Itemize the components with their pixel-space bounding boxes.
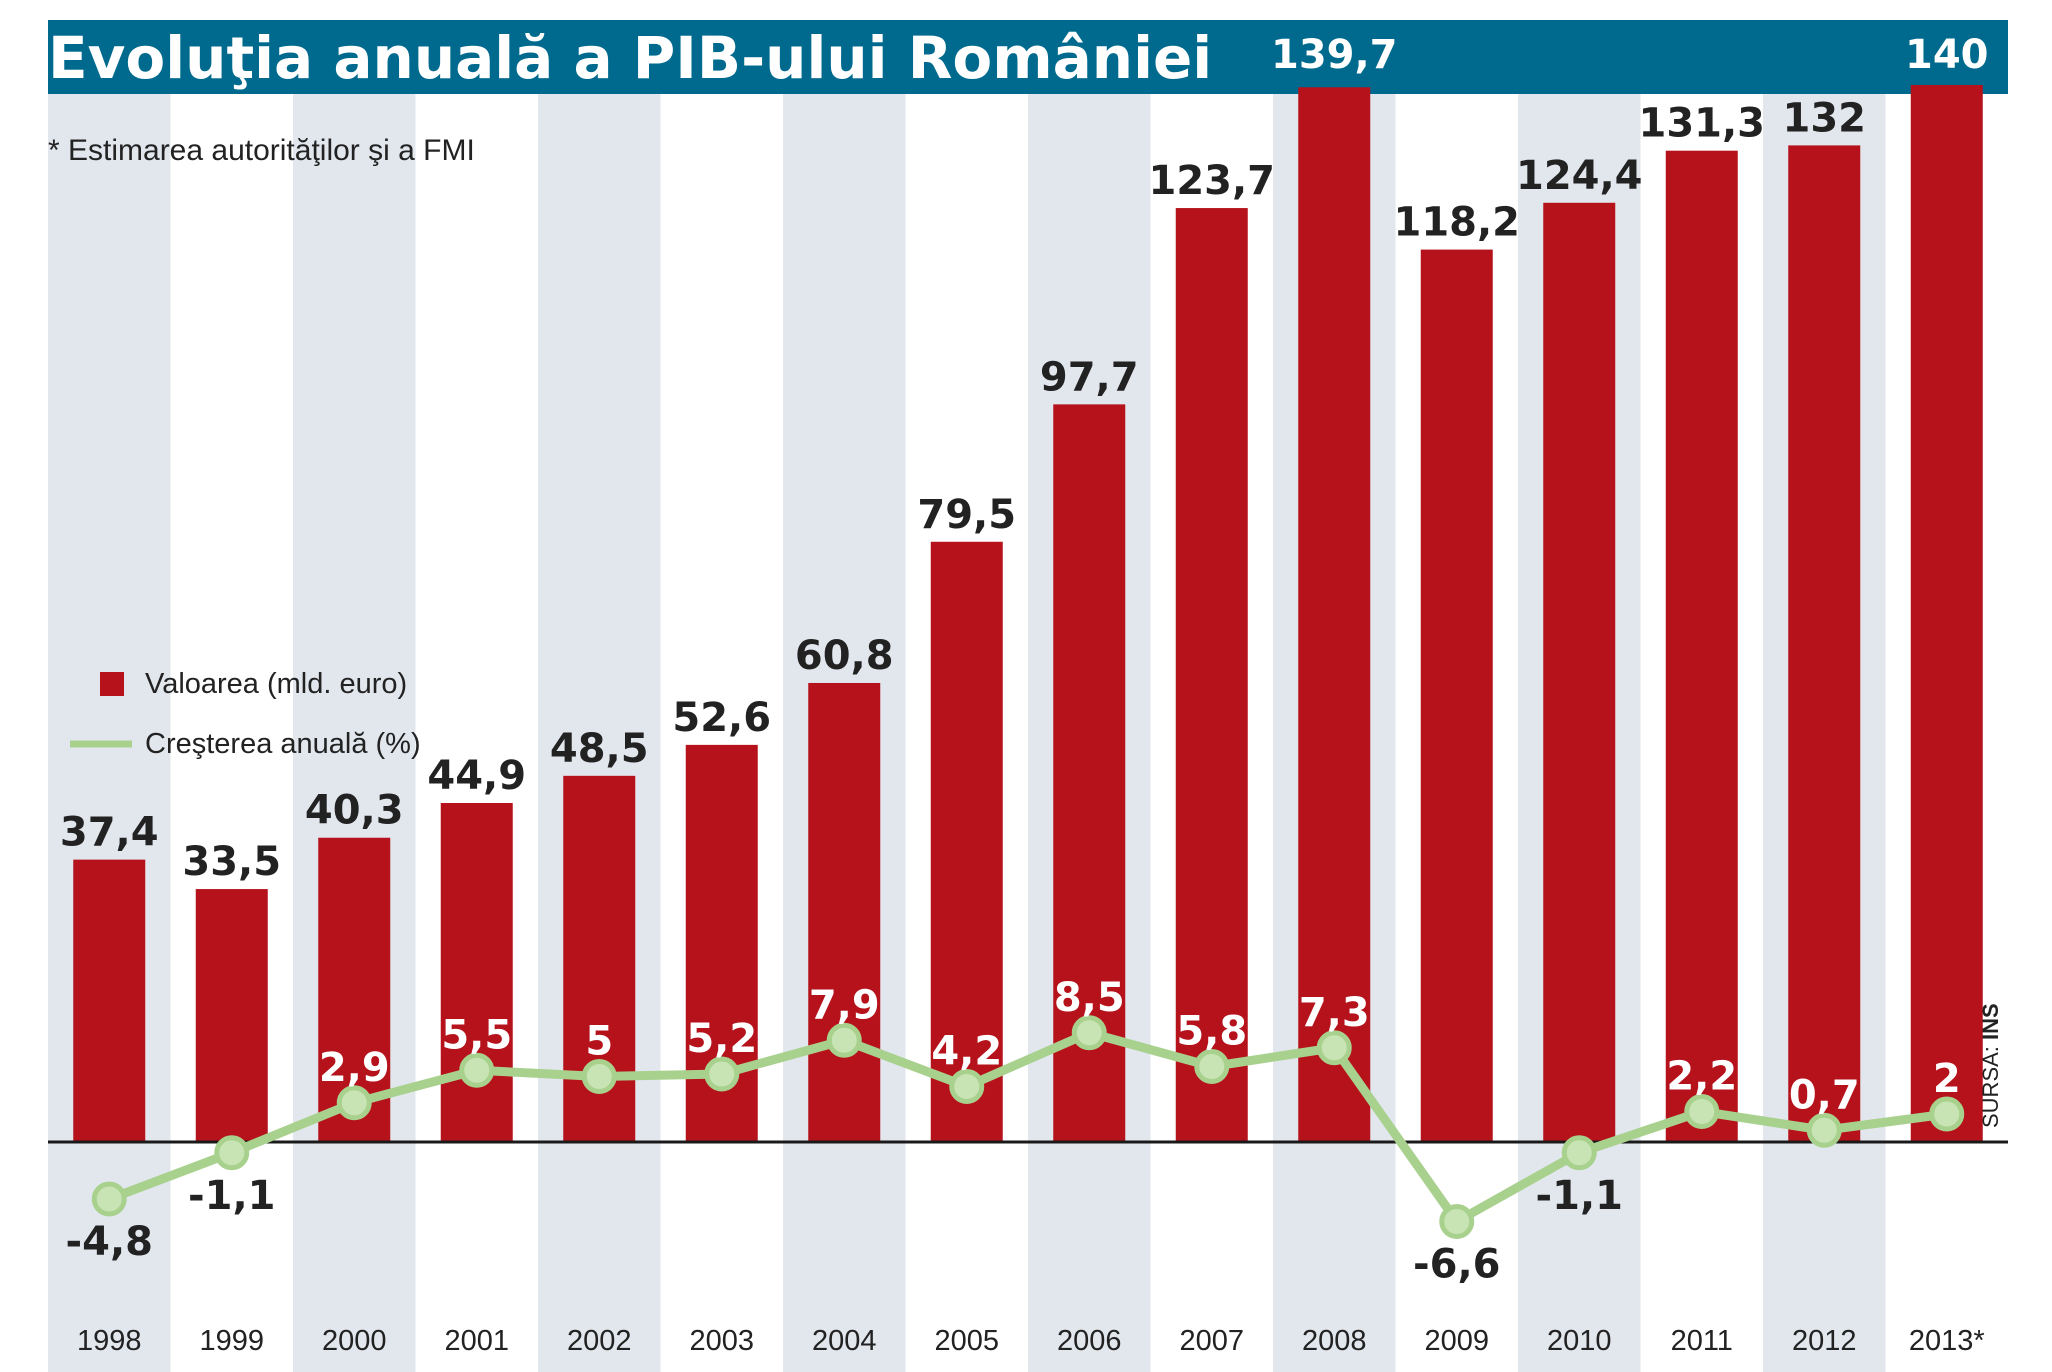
- growth-point: [91, 1181, 127, 1217]
- year-label: 2012: [1792, 1325, 1857, 1357]
- chart-title: Evoluţia anuală a PIB-ului României: [48, 24, 1212, 92]
- bar-value-label: 123,7: [1148, 158, 1275, 204]
- growth-point: [1561, 1135, 1597, 1171]
- growth-value-label: 7,3: [1299, 990, 1370, 1036]
- bar-value-label: 37,4: [60, 810, 159, 856]
- bar-value-label: 44,9: [427, 753, 526, 799]
- year-label: 2008: [1302, 1325, 1367, 1357]
- growth-value-label: 5: [585, 1019, 613, 1065]
- bar: [1910, 85, 1983, 1142]
- growth-series: [91, 1015, 1965, 1239]
- bar-value-label: 139,7: [1271, 32, 1398, 78]
- growth-point: [581, 1059, 617, 1094]
- growth-point: [214, 1135, 250, 1171]
- bar-value-label: 40,3: [305, 788, 404, 834]
- bar-value-label: 48,5: [550, 726, 649, 772]
- bar: [1420, 249, 1493, 1143]
- bar: [1788, 145, 1861, 1142]
- year-label: 2004: [812, 1325, 877, 1357]
- source-credit: SURSA: INS: [1978, 1003, 2003, 1128]
- bar-value-label: 97,7: [1040, 354, 1139, 400]
- bar: [808, 682, 881, 1142]
- bar: [1298, 87, 1371, 1142]
- column-stripe: [48, 94, 171, 1372]
- growth-point: [1071, 1015, 1107, 1051]
- growth-value-label: 0,7: [1789, 1072, 1860, 1118]
- year-label: 1998: [77, 1325, 142, 1357]
- growth-value-label: 2: [1933, 1056, 1961, 1102]
- bar-value-label: 140: [1905, 32, 1989, 78]
- year-label: 2002: [567, 1325, 632, 1357]
- growth-value-label: -6,6: [1413, 1242, 1500, 1288]
- growth-point: [826, 1022, 862, 1058]
- growth-point: [704, 1056, 740, 1092]
- growth-line: [107, 1028, 1948, 1226]
- year-labels: 1998 1999 2000 2001 2002 2003 2004 2005 2006 2007…: [77, 1325, 1985, 1357]
- year-label: 2010: [1547, 1325, 1612, 1357]
- year-label: 2011: [1671, 1325, 1733, 1357]
- bar: [1543, 202, 1616, 1142]
- growth-value-label: -1,1: [188, 1173, 275, 1219]
- bar-value-label: 52,6: [672, 695, 771, 741]
- chart-note: * Estimarea autorităţilor şi a FMI: [48, 134, 475, 167]
- bar: [73, 859, 146, 1142]
- bar-value-label: 132: [1783, 95, 1867, 141]
- growth-point: [459, 1052, 495, 1088]
- growth-value-label: 4,2: [931, 1029, 1002, 1075]
- growth-point: [1929, 1096, 1965, 1132]
- growth-value-label: 7,9: [809, 982, 880, 1028]
- year-label: 1999: [199, 1325, 264, 1357]
- year-label: 2009: [1424, 1325, 1489, 1357]
- source-label: SURSA: INS: [1978, 1003, 2003, 1128]
- bar-value-label: 118,2: [1393, 200, 1520, 246]
- growth-point: [949, 1069, 985, 1104]
- year-label: 2001: [444, 1325, 509, 1357]
- column-stripe: [293, 94, 416, 1372]
- year-label: 2013*: [1909, 1325, 1985, 1357]
- bar: [440, 803, 513, 1142]
- bar-value-labels: 37,4 33,5 40,3 44,9 48,5 52,6 60,8 79,5 97,7 123,…: [60, 32, 1989, 885]
- growth-point: [336, 1085, 372, 1121]
- legend-bar-swatch: [100, 672, 124, 696]
- bar-value-label: 60,8: [795, 633, 894, 679]
- year-label: 2003: [689, 1325, 754, 1357]
- growth-value-labels: -4,8 -1,1 2,9 5,5 5 5,2 7,9 4,2 8,5 5,8 7,3 -6,6 -1,…: [66, 975, 1961, 1288]
- bar: [1175, 208, 1248, 1142]
- growth-value-label: 5,8: [1176, 1009, 1247, 1055]
- bar-value-label: 79,5: [917, 492, 1016, 538]
- growth-value-label: -4,8: [66, 1219, 153, 1265]
- column-stripe: [538, 94, 661, 1372]
- growth-point: [1316, 1030, 1352, 1066]
- bar-value-label: 124,4: [1516, 153, 1643, 199]
- title-banner: [48, 20, 2008, 94]
- growth-value-label: 5,5: [441, 1012, 512, 1058]
- growth-value-label: 2,2: [1666, 1054, 1737, 1100]
- growth-point: [1684, 1094, 1720, 1129]
- legend-bar-label: Valoarea (mld. euro): [145, 668, 407, 700]
- bar: [195, 889, 268, 1142]
- growth-value-label: 8,5: [1054, 975, 1125, 1021]
- year-label: 2006: [1057, 1325, 1122, 1357]
- legend: Valoarea (mld. euro) Creşterea anuală (%…: [70, 668, 421, 760]
- growth-value-label: -1,1: [1536, 1173, 1623, 1219]
- growth-value-label: 5,2: [686, 1016, 757, 1062]
- bar: [930, 541, 1003, 1142]
- year-label: 2000: [322, 1325, 387, 1357]
- growth-point: [1439, 1204, 1475, 1239]
- bar-value-label: 131,3: [1638, 101, 1765, 147]
- growth-point: [1194, 1049, 1230, 1084]
- growth-point: [1806, 1112, 1842, 1148]
- year-label: 2005: [934, 1325, 999, 1357]
- bar: [1665, 150, 1738, 1142]
- growth-value-label: 2,9: [319, 1045, 390, 1091]
- bar-value-label: 33,5: [182, 839, 281, 885]
- legend-line-label: Creşterea anuală (%): [145, 728, 421, 760]
- year-label: 2007: [1179, 1325, 1244, 1357]
